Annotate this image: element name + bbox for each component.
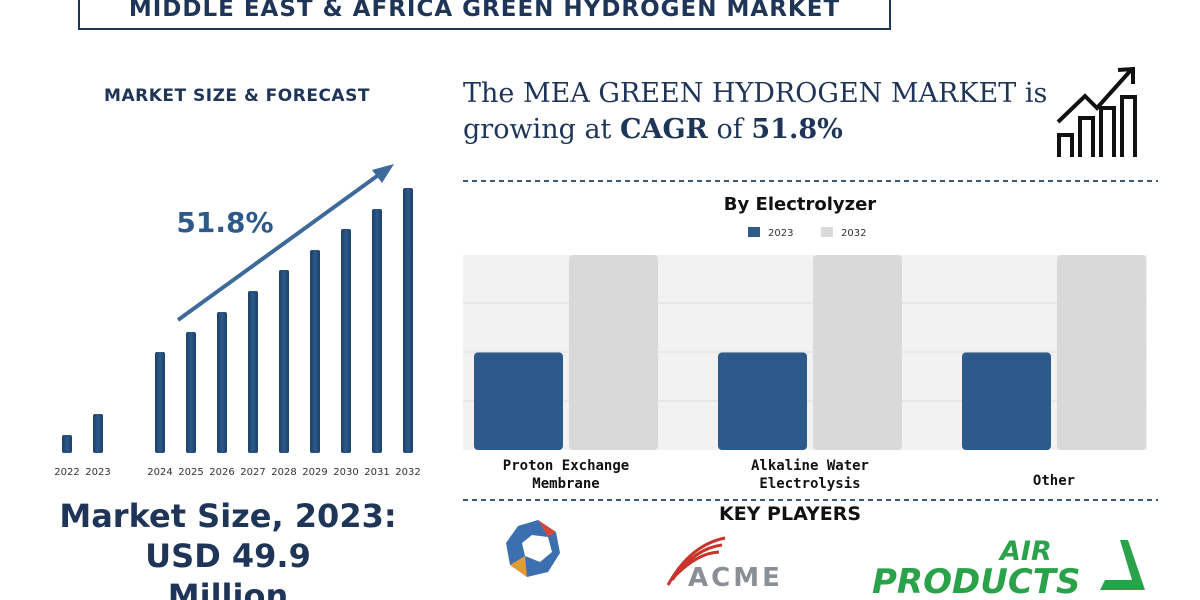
logo-mark bbox=[506, 520, 560, 577]
growth-icon bbox=[1056, 66, 1137, 157]
bar bbox=[403, 188, 413, 453]
headline-text: growing at bbox=[463, 114, 612, 145]
legend-swatch bbox=[821, 227, 833, 237]
bar bbox=[813, 255, 902, 450]
trend-arrowhead bbox=[372, 164, 394, 183]
x-tick-label: 2031 bbox=[364, 467, 389, 478]
x-tick-label: 2025 bbox=[178, 467, 203, 478]
headline-cagr: 51.8% bbox=[751, 114, 843, 145]
bar bbox=[155, 352, 165, 453]
acme-swoosh bbox=[666, 536, 726, 586]
x-tick-label: 2028 bbox=[271, 467, 296, 478]
x-tick-label: 2032 bbox=[395, 467, 420, 478]
bar bbox=[248, 291, 258, 453]
annotation: 51.8% bbox=[176, 206, 273, 239]
x-tick-label: 2024 bbox=[147, 467, 172, 478]
legend-swatch bbox=[748, 227, 760, 237]
bar bbox=[279, 270, 289, 453]
bar bbox=[569, 255, 658, 450]
headline-cagr-label: CAGR bbox=[620, 114, 708, 145]
x-tick-label: 2022 bbox=[54, 467, 79, 478]
trend-arrow bbox=[176, 169, 386, 322]
x-tick-label: 2029 bbox=[302, 467, 327, 478]
x-tick-label: 2026 bbox=[209, 467, 234, 478]
bar bbox=[474, 352, 563, 450]
chart-title: By Electrolyzer bbox=[724, 194, 876, 215]
market-size-line: USD 49.9 bbox=[145, 537, 311, 575]
x-tick-label: Alkaline Water Electrolysis bbox=[750, 458, 869, 492]
x-tick-label: 2030 bbox=[333, 467, 358, 478]
bar bbox=[310, 250, 320, 453]
x-tick-label: 2023 bbox=[85, 467, 110, 478]
player-logo-text: ACME bbox=[688, 563, 783, 593]
market-size: Market Size, 2023: USD 49.9 Million bbox=[28, 496, 428, 600]
bar bbox=[186, 332, 196, 453]
section-heading: MARKET SIZE & FORECAST bbox=[104, 86, 370, 106]
bar bbox=[62, 435, 72, 453]
headline: growing at CAGR of 51.8% bbox=[463, 114, 843, 145]
page-title: MIDDLE EAST & AFRICA GREEN HYDROGEN MARK… bbox=[128, 0, 841, 22]
headline-text: of bbox=[716, 114, 743, 145]
market-size-line: Million bbox=[167, 577, 289, 600]
bar bbox=[341, 229, 351, 453]
x-tick-label: Proton Exchange Membrane bbox=[502, 458, 630, 492]
player-logo-text: AIR bbox=[1000, 536, 1052, 567]
bar bbox=[93, 414, 103, 453]
legend-label: 2032 bbox=[841, 228, 866, 239]
bar bbox=[217, 312, 227, 453]
section-heading: KEY PLAYERS bbox=[718, 503, 862, 525]
title-frame bbox=[78, 0, 891, 30]
bar bbox=[718, 352, 807, 450]
bar bbox=[1057, 255, 1146, 450]
x-tick-label: 2027 bbox=[240, 467, 265, 478]
x-tick-label: Other bbox=[1032, 473, 1076, 489]
legend-label: 2023 bbox=[768, 228, 793, 239]
air-products-mark bbox=[1100, 540, 1145, 590]
bar bbox=[372, 209, 382, 453]
headline: The MEA GREEN HYDROGEN MARKET is bbox=[463, 78, 1048, 109]
player-logo-text: PRODUCTS bbox=[872, 562, 1081, 600]
bar bbox=[962, 352, 1051, 450]
market-size-line: Market Size, 2023: bbox=[59, 497, 397, 535]
